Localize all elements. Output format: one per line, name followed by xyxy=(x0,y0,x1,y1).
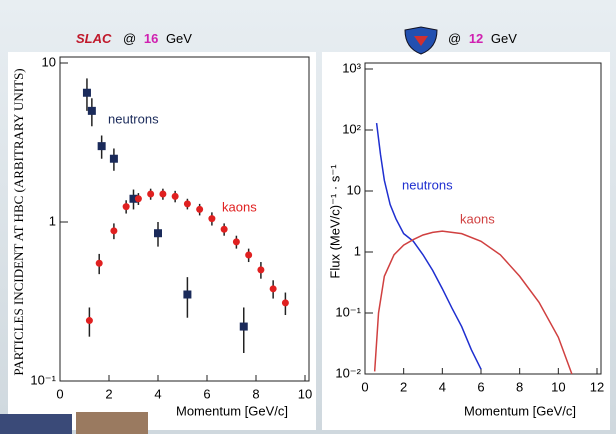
point xyxy=(221,226,228,233)
point xyxy=(184,200,191,207)
point xyxy=(208,215,215,222)
x-tick-label: 10 xyxy=(298,386,312,401)
point xyxy=(270,285,277,292)
energy: 16 xyxy=(144,31,158,46)
point xyxy=(154,229,162,237)
x-axis-label: Momentum [GeV/c] xyxy=(176,403,288,418)
series-label: kaons xyxy=(222,199,257,214)
slide: SLAC @ 16 GeV @ 12 GeV 024681010⁻¹110Mom… xyxy=(0,0,616,434)
point xyxy=(240,323,248,331)
photo xyxy=(76,412,148,434)
point xyxy=(172,193,179,200)
series-label: kaons xyxy=(460,211,495,226)
y-tick-label: 10⁻¹ xyxy=(30,372,56,387)
x-tick-label: 6 xyxy=(477,379,484,394)
y-tick-label: 10 xyxy=(347,182,361,197)
point xyxy=(282,299,289,306)
y-tick-label: 1 xyxy=(49,213,56,228)
point xyxy=(183,290,191,298)
point xyxy=(88,107,96,115)
point xyxy=(110,227,117,234)
at: @ xyxy=(448,31,461,46)
logo: SLAC xyxy=(76,31,112,46)
point xyxy=(86,317,93,324)
x-tick-label: 10 xyxy=(551,379,565,394)
x-tick-label: 2 xyxy=(400,379,407,394)
point xyxy=(233,238,240,245)
y-axis-label: PARTICLES INCIDENT AT HBC (ARBITRARY UNI… xyxy=(11,68,26,375)
point xyxy=(245,252,252,259)
series-label: neutrons xyxy=(108,111,159,126)
unit: GeV xyxy=(166,31,192,46)
point xyxy=(96,260,103,267)
energy: 12 xyxy=(469,31,483,46)
photo xyxy=(0,414,72,434)
x-tick-label: 6 xyxy=(203,386,210,401)
y-axis-label: Flux (MeV/c)⁻¹ · s⁻¹ xyxy=(327,164,342,279)
y-tick-label: 10³ xyxy=(342,60,361,75)
x-tick-label: 2 xyxy=(105,386,112,401)
point xyxy=(135,195,142,202)
point xyxy=(123,203,130,210)
unit: GeV xyxy=(491,31,517,46)
y-tick-label: 1 xyxy=(354,243,361,258)
point xyxy=(110,155,118,163)
x-tick-label: 8 xyxy=(516,379,523,394)
x-tick-label: 4 xyxy=(439,379,446,394)
series-label: neutrons xyxy=(402,177,453,192)
point xyxy=(159,191,166,198)
point xyxy=(196,206,203,213)
x-tick-label: 8 xyxy=(252,386,259,401)
at: @ xyxy=(123,31,136,46)
point xyxy=(257,266,264,273)
y-tick-label: 10 xyxy=(42,54,56,69)
y-tick-label: 10⁻¹ xyxy=(335,304,361,319)
point xyxy=(98,142,106,150)
x-tick-label: 12 xyxy=(590,379,604,394)
y-tick-label: 10⁻² xyxy=(335,365,361,380)
point xyxy=(147,191,154,198)
y-tick-label: 10² xyxy=(342,121,361,136)
x-axis-label: Momentum [GeV/c] xyxy=(464,403,576,418)
header-right: @ 12 GeV xyxy=(448,31,517,46)
x-tick-label: 0 xyxy=(56,386,63,401)
header-left: SLAC @ 16 GeV xyxy=(76,31,192,46)
x-tick-label: 0 xyxy=(361,379,368,394)
x-tick-label: 4 xyxy=(154,386,161,401)
point xyxy=(83,89,91,97)
